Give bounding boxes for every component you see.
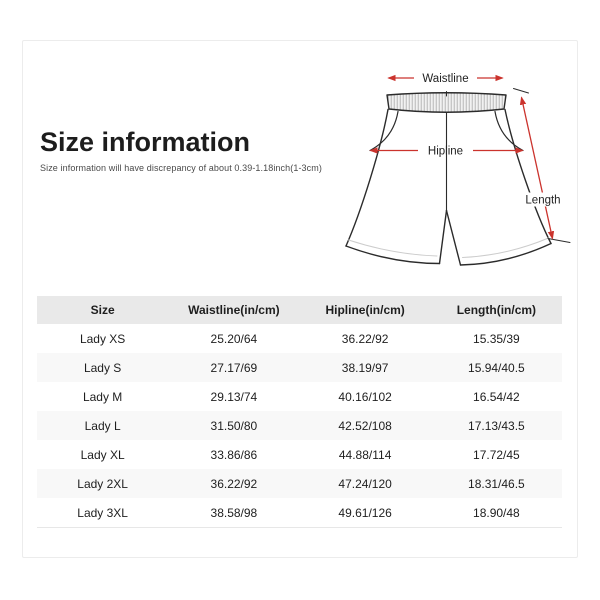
size-info-card: Size information Size information will h… [22, 40, 578, 558]
left-inner-seam [438, 209, 448, 265]
shorts-measurement-diagram: Waistline Hipline Length [345, 73, 571, 266]
table-row-lady-m: Lady M 29.13/74 40.16/102 16.54/42 [37, 382, 562, 411]
cell-waistline: 33.86/86 [210, 447, 258, 462]
cell-length: 17.72/45 [473, 447, 520, 462]
cell-waistline: 25.20/64 [210, 331, 258, 346]
cell-hipline: 38.19/97 [299, 353, 431, 382]
waistband [386, 92, 507, 113]
table-row-lady-xs: Lady XS 25.20/64 36.22/92 15.35/39 [37, 324, 562, 353]
table-row-lady-xl: Lady XL 33.86/86 44.88/114 17.72/45 [37, 440, 562, 469]
header-row: Size Waistline(in/cm) Hipline(in/cm) Len… [37, 296, 562, 324]
cell-hipline: 36.22/92 [341, 331, 389, 346]
cell-size: Lady L [37, 411, 169, 440]
cell-waistline: 38.58/98 [168, 498, 300, 528]
length-label: Length [525, 195, 560, 207]
page-subtitle: Size information will have discrepancy o… [40, 163, 322, 173]
left-outer-seam [345, 108, 389, 247]
size-table-header: Size Waistline(in/cm) Hipline(in/cm) Len… [37, 296, 562, 324]
column-header-hipline: Hipline(in/cm) [299, 296, 431, 324]
cell-length: 17.13/43.5 [430, 411, 562, 440]
length-label-mask [521, 192, 565, 207]
cell-waistline: 27.17/69 [168, 353, 300, 382]
cell-hipline: 49.61/126 [299, 498, 431, 528]
waistline-label: Waistline [422, 73, 468, 85]
table-row-lady-l: Lady L 31.50/80 42.52/108 17.13/43.5 [37, 411, 562, 440]
cell-length: 16.54/42 [473, 389, 520, 404]
right-hem [459, 242, 552, 266]
dimension-arrows [369, 74, 555, 240]
length-arrow [519, 96, 555, 240]
cell-size: Lady 2XL [37, 469, 169, 498]
length-bottom-tick [547, 238, 571, 243]
cell-length: 15.94/40.5 [430, 353, 562, 382]
cell-size: Lady XS [79, 331, 126, 346]
column-header-length: Length(in/cm) [430, 296, 562, 324]
cell-size: Lady M [82, 389, 123, 404]
right-hem-stitch [462, 237, 549, 258]
cell-hipline: 44.88/114 [338, 447, 392, 462]
right-inner-seam [445, 209, 462, 266]
length-top-tick [513, 88, 529, 94]
cell-size: Lady S [37, 353, 169, 382]
table-row-lady-s: Lady S 27.17/69 38.19/97 15.94/40.5 [37, 353, 562, 382]
cell-length: 18.90/48 [430, 498, 562, 528]
right-pocket-curve [494, 110, 524, 152]
cell-length: 18.31/46.5 [430, 469, 562, 498]
cell-waistline: 29.13/74 [210, 389, 258, 404]
left-hem [345, 245, 441, 265]
cell-hipline: 40.16/102 [338, 389, 392, 404]
cell-hipline: 42.52/108 [299, 411, 431, 440]
table-row-lady-3xl: Lady 3XL 38.58/98 49.61/126 18.90/48 [37, 498, 562, 528]
size-table: Size Waistline(in/cm) Hipline(in/cm) Len… [37, 296, 562, 528]
cell-waistline: 31.50/80 [168, 411, 300, 440]
cell-size: Lady XL [80, 447, 125, 462]
cell-waistline: 36.22/92 [168, 469, 300, 498]
left-hem-stitch [348, 239, 438, 257]
hipline-label: Hipline [428, 146, 463, 158]
shorts-outline [345, 88, 571, 266]
table-row-lady-2xl: Lady 2XL 36.22/92 47.24/120 18.31/46.5 [37, 469, 562, 498]
page-title: Size information [40, 127, 251, 158]
column-header-size: Size [37, 296, 169, 324]
cell-length: 15.35/39 [473, 331, 520, 346]
cell-size: Lady 3XL [37, 498, 169, 528]
column-header-waistline: Waistline(in/cm) [168, 296, 300, 324]
cell-hipline: 47.24/120 [299, 469, 431, 498]
